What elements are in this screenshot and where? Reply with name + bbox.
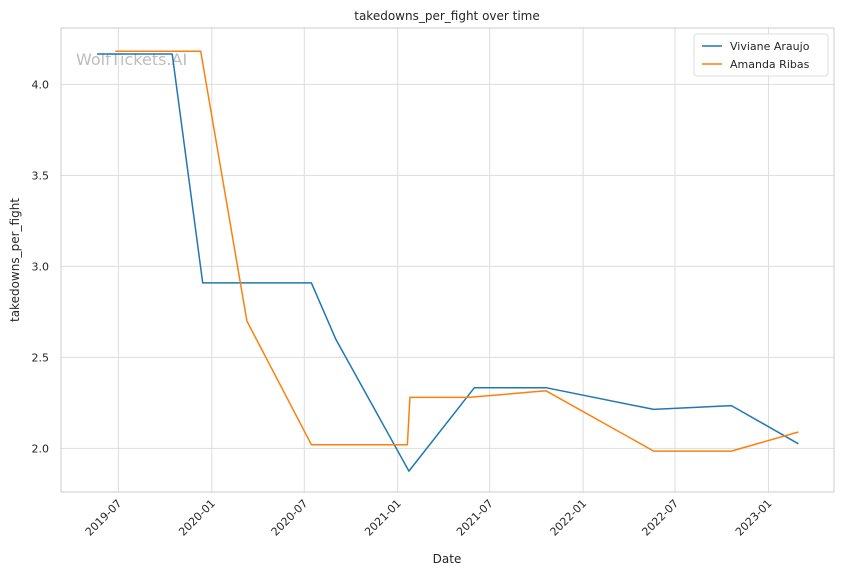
series-line-0 [97,53,799,472]
legend-label: Viviane Araujo [730,40,810,53]
grid [61,28,834,492]
watermark: WolfTickets.AI [76,50,187,69]
y-tick-label: 4.0 [32,78,50,91]
plot-frame [60,27,835,493]
series-lines [97,50,799,472]
legend-label: Amanda Ribas [730,58,810,71]
y-axis-ticks: 2.0 2.5 3.0 3.5 4.0 [32,78,50,455]
y-tick-label: 3.5 [32,169,50,182]
x-axis-label: Date [433,552,462,566]
chart-title: takedowns_per_fight over time [354,9,540,23]
y-tick-label: 3.0 [32,260,50,273]
legend-box [693,33,829,77]
legend: Viviane Araujo Amanda Ribas [693,33,829,77]
y-axis-label: takedowns_per_fight [8,198,22,322]
y-tick-label: 2.5 [32,351,50,364]
series-line-1 [115,50,799,452]
y-tick-label: 2.0 [32,442,50,455]
